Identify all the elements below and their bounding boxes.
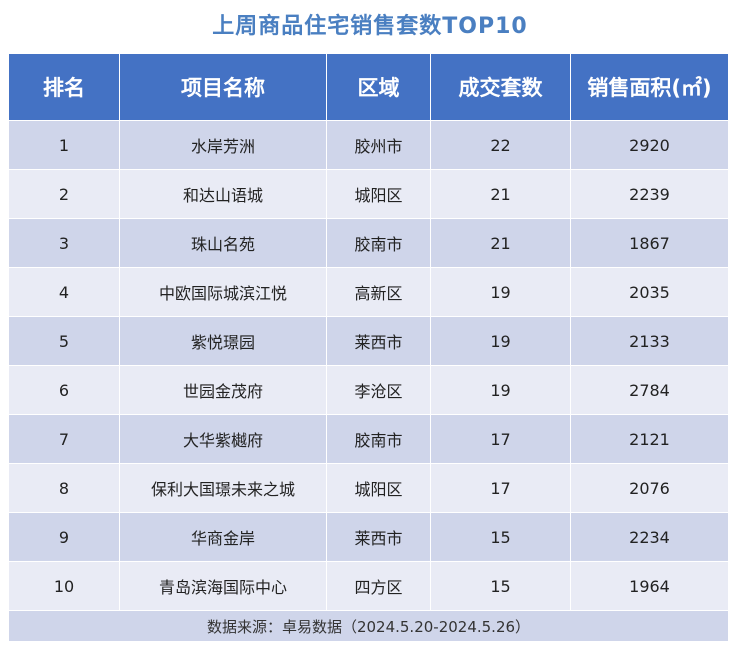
rank-cell: 2 [8, 169, 120, 219]
district-cell: 李沧区 [326, 365, 431, 415]
table-row: 7 大华紫樾府 胶南市 17 2121 [8, 414, 729, 464]
table-row: 5 紫悦璟园 莱西市 19 2133 [8, 316, 729, 366]
district-cell: 莱西市 [326, 512, 431, 562]
sales-area-cell: 2035 [570, 267, 729, 317]
sales-area-cell: 2920 [570, 120, 729, 170]
units-sold-cell: 19 [430, 316, 571, 366]
table-row: 10 青岛滨海国际中心 四方区 15 1964 [8, 561, 729, 611]
table-row: 9 华商金岸 莱西市 15 2234 [8, 512, 729, 562]
table-row: 3 珠山名苑 胶南市 21 1867 [8, 218, 729, 268]
units-sold-cell: 17 [430, 463, 571, 513]
sales-area-cell: 1964 [570, 561, 729, 611]
district-cell: 胶南市 [326, 414, 431, 464]
sales-area-cell: 2076 [570, 463, 729, 513]
sales-ranking-table: 排名 项目名称 区域 成交套数 销售面积(㎡) 1 水岸芳洲 胶州市 22 29… [8, 53, 729, 642]
header-district: 区域 [326, 53, 431, 121]
units-sold-cell: 17 [430, 414, 571, 464]
data-source-note: 数据来源：卓易数据（2024.5.20-2024.5.26） [8, 610, 729, 642]
table-row: 2 和达山语城 城阳区 21 2239 [8, 169, 729, 219]
units-sold-cell: 21 [430, 169, 571, 219]
district-cell: 城阳区 [326, 169, 431, 219]
project-name-cell: 珠山名苑 [119, 218, 327, 268]
project-name-cell: 中欧国际城滨江悦 [119, 267, 327, 317]
table-row: 4 中欧国际城滨江悦 高新区 19 2035 [8, 267, 729, 317]
sales-area-cell: 2234 [570, 512, 729, 562]
sales-area-cell: 2121 [570, 414, 729, 464]
units-sold-cell: 22 [430, 120, 571, 170]
header-sales-area: 销售面积(㎡) [570, 53, 729, 121]
units-sold-cell: 15 [430, 561, 571, 611]
page-title: 上周商品住宅销售套数TOP10 [212, 14, 528, 39]
project-name-cell: 大华紫樾府 [119, 414, 327, 464]
district-cell: 高新区 [326, 267, 431, 317]
table-row: 1 水岸芳洲 胶州市 22 2920 [8, 120, 729, 170]
header-project-name: 项目名称 [119, 53, 327, 121]
units-sold-cell: 15 [430, 512, 571, 562]
sales-area-cell: 1867 [570, 218, 729, 268]
district-cell: 胶南市 [326, 218, 431, 268]
rank-cell: 7 [8, 414, 120, 464]
sales-area-cell: 2784 [570, 365, 729, 415]
rank-cell: 4 [8, 267, 120, 317]
table-header-row: 排名 项目名称 区域 成交套数 销售面积(㎡) [8, 53, 729, 121]
district-cell: 四方区 [326, 561, 431, 611]
district-cell: 莱西市 [326, 316, 431, 366]
rank-cell: 9 [8, 512, 120, 562]
project-name-cell: 世园金茂府 [119, 365, 327, 415]
units-sold-cell: 21 [430, 218, 571, 268]
rank-cell: 3 [8, 218, 120, 268]
project-name-cell: 华商金岸 [119, 512, 327, 562]
project-name-cell: 保利大国璟未来之城 [119, 463, 327, 513]
project-name-cell: 水岸芳洲 [119, 120, 327, 170]
header-rank: 排名 [8, 53, 120, 121]
table-row: 6 世园金茂府 李沧区 19 2784 [8, 365, 729, 415]
sales-area-cell: 2133 [570, 316, 729, 366]
header-units-sold: 成交套数 [430, 53, 571, 121]
units-sold-cell: 19 [430, 365, 571, 415]
source-row: 数据来源：卓易数据（2024.5.20-2024.5.26） [8, 610, 729, 642]
rank-cell: 10 [8, 561, 120, 611]
district-cell: 城阳区 [326, 463, 431, 513]
rank-cell: 6 [8, 365, 120, 415]
units-sold-cell: 19 [430, 267, 571, 317]
table-row: 8 保利大国璟未来之城 城阳区 17 2076 [8, 463, 729, 513]
sales-area-cell: 2239 [570, 169, 729, 219]
rank-cell: 5 [8, 316, 120, 366]
rank-cell: 1 [8, 120, 120, 170]
project-name-cell: 紫悦璟园 [119, 316, 327, 366]
district-cell: 胶州市 [326, 120, 431, 170]
project-name-cell: 青岛滨海国际中心 [119, 561, 327, 611]
rank-cell: 8 [8, 463, 120, 513]
project-name-cell: 和达山语城 [119, 169, 327, 219]
